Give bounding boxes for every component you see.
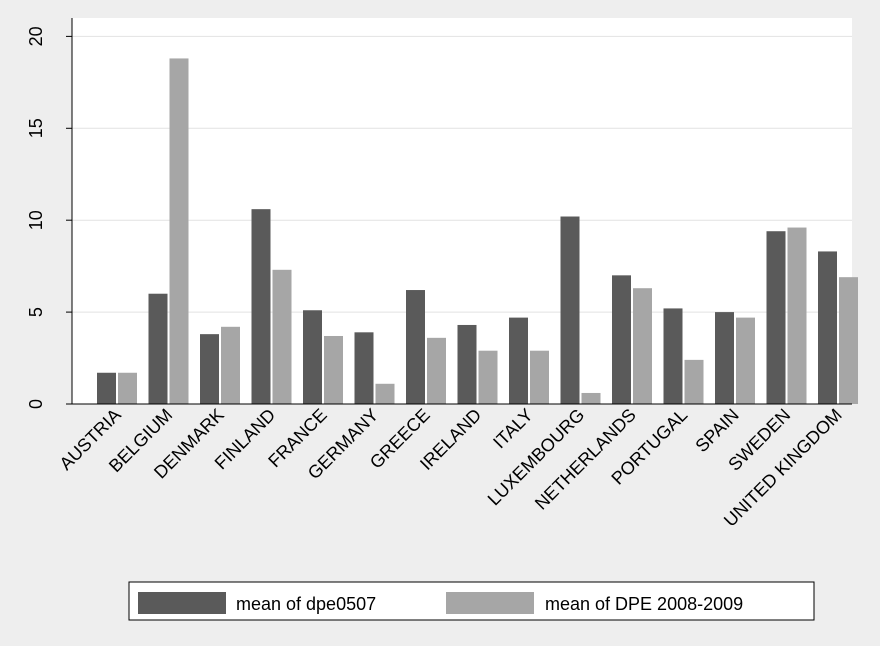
legend-swatch-dpe0507 <box>138 592 226 614</box>
bars <box>97 58 858 404</box>
bar-italy-mean-of-dpe0507 <box>509 317 528 404</box>
y-tick-label: 10 <box>26 210 46 230</box>
y-tick-labels: 0 5 10 15 20 <box>26 26 72 409</box>
bar-portugal-mean-of-dpe0507 <box>663 308 683 404</box>
bar-united-kingdom-mean-of-dpe0507 <box>818 251 837 404</box>
bar-greece-mean-of-dpe0507 <box>406 290 425 404</box>
bar-netherlands-mean-of-dpe0507 <box>612 275 631 404</box>
legend-swatch-dpe-2008-2009 <box>446 592 534 614</box>
y-tick-label: 15 <box>26 118 46 138</box>
bar-belgium-mean-of-dpe-2008-2009 <box>169 58 189 404</box>
bar-germany-mean-of-dpe-2008-2009 <box>375 383 395 404</box>
bar-united-kingdom-mean-of-dpe-2008-2009 <box>839 277 858 404</box>
legend: mean of dpe0507 mean of DPE 2008-2009 <box>128 581 815 621</box>
bar-portugal-mean-of-dpe-2008-2009 <box>684 359 704 404</box>
bar-luxembourg-mean-of-dpe0507 <box>560 216 580 404</box>
bar-ireland-mean-of-dpe-2008-2009 <box>478 350 498 404</box>
y-tick-label: 5 <box>26 307 46 317</box>
legend-label-dpe-2008-2009: mean of DPE 2008-2009 <box>545 594 743 614</box>
bar-ireland-mean-of-dpe0507 <box>457 324 477 404</box>
bar-spain-mean-of-dpe0507 <box>715 312 734 404</box>
bar-greece-mean-of-dpe-2008-2009 <box>427 337 446 404</box>
y-tick-label: 20 <box>26 26 46 46</box>
bar-netherlands-mean-of-dpe-2008-2009 <box>633 288 652 404</box>
bar-spain-mean-of-dpe-2008-2009 <box>736 317 755 404</box>
bar-italy-mean-of-dpe-2008-2009 <box>530 350 549 404</box>
bar-finland-mean-of-dpe-2008-2009 <box>272 269 292 404</box>
legend-label-dpe0507: mean of dpe0507 <box>236 594 376 614</box>
bar-belgium-mean-of-dpe0507 <box>148 293 168 404</box>
bar-sweden-mean-of-dpe-2008-2009 <box>787 227 807 404</box>
bar-france-mean-of-dpe0507 <box>303 310 322 404</box>
axes <box>71 18 852 405</box>
bar-denmark-mean-of-dpe0507 <box>200 334 219 404</box>
bar-france-mean-of-dpe-2008-2009 <box>324 335 343 404</box>
bar-germany-mean-of-dpe0507 <box>354 332 374 404</box>
y-tick-label: 0 <box>26 399 46 409</box>
bar-denmark-mean-of-dpe-2008-2009 <box>221 326 240 404</box>
bar-finland-mean-of-dpe0507 <box>251 209 271 404</box>
bar-austria-mean-of-dpe-2008-2009 <box>118 372 137 404</box>
bar-sweden-mean-of-dpe0507 <box>766 231 786 404</box>
bar-austria-mean-of-dpe0507 <box>97 372 116 404</box>
bar-luxembourg-mean-of-dpe-2008-2009 <box>581 392 601 404</box>
